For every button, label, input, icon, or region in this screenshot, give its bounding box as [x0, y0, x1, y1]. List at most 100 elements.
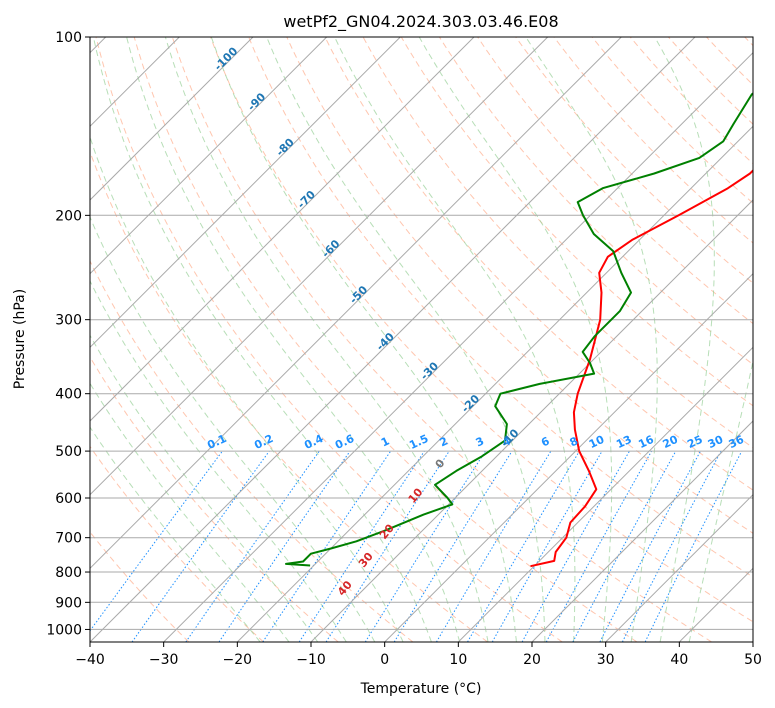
moist-adiabat	[525, 37, 658, 642]
x-tick-label: 30	[597, 652, 615, 668]
isotherm	[90, 37, 328, 275]
dry-adiabat	[90, 150, 488, 642]
y-tick-label: 100	[55, 30, 82, 46]
temperature-profile	[530, 169, 753, 568]
mixing-ratio-label: 25	[685, 433, 704, 451]
mixing-ratio-line	[435, 450, 552, 642]
isotherm	[163, 51, 753, 642]
mixing-ratio-label: 30	[706, 433, 726, 451]
isotherm	[457, 346, 753, 642]
y-tick-label: 500	[55, 444, 82, 460]
dry-adiabat-label: -70	[295, 188, 318, 211]
isotherm	[90, 37, 401, 349]
mixing-ratio-label: 0.4	[302, 432, 325, 452]
mixing-ratio-line	[90, 450, 223, 632]
mixing-ratio-label: 1.5	[407, 432, 430, 452]
moist-adiabat	[164, 37, 489, 642]
dry-adiabat	[668, 37, 753, 125]
mixing-ratio-label: 0.6	[333, 432, 356, 452]
chart-title: wetPf2_GN04.2024.303.03.46.E08	[283, 12, 558, 32]
mixing-ratio-line	[644, 450, 743, 642]
moist-adiabat	[266, 37, 546, 642]
moist-adiabat	[418, 37, 613, 642]
dry-adiabat	[553, 37, 753, 244]
isotherm	[531, 420, 753, 642]
moist-adiabat-label: 0	[433, 456, 448, 470]
y-tick-label: 700	[55, 531, 82, 547]
moist-adiabat	[654, 37, 715, 642]
mixing-ratio-line	[599, 450, 701, 642]
y-tick-label: 600	[55, 491, 82, 507]
y-tick-label: 800	[55, 565, 82, 581]
y-tick-label: 1000	[46, 622, 82, 638]
isotherm	[678, 567, 753, 642]
dry-adiabat-label: -90	[245, 90, 268, 113]
moist-adiabat	[126, 37, 461, 642]
dry-adiabat	[248, 37, 753, 578]
moist-adiabat	[90, 135, 404, 642]
isotherm	[310, 199, 753, 642]
dry-adiabat-label: -50	[347, 283, 370, 306]
dry-adiabat-label: -60	[319, 237, 342, 260]
isotherm	[90, 37, 254, 201]
moist-adiabat-label: 30	[356, 550, 376, 570]
moist-adiabat	[90, 215, 376, 642]
dry-adiabat	[591, 37, 753, 204]
dry-adiabat	[324, 37, 753, 491]
mixing-ratio-label: 2	[438, 434, 450, 449]
mixing-ratio-label: 13	[614, 433, 633, 451]
mixing-ratio-label: 3	[474, 434, 486, 449]
dry-adiabat-label: -80	[274, 135, 297, 158]
mixing-ratio-line	[621, 450, 722, 642]
isotherm	[752, 641, 753, 642]
x-tick-label: 50	[744, 652, 762, 668]
y-tick-label: 900	[55, 595, 82, 611]
mixing-ratio-line	[364, 450, 486, 642]
x-tick-label: −20	[223, 652, 253, 668]
isotherm	[90, 37, 696, 642]
mixing-ratio-label: 16	[636, 433, 656, 451]
isotherm	[90, 37, 549, 496]
mixing-ratio-line	[325, 450, 450, 642]
x-axis-label: Temperature (°C)	[360, 681, 482, 697]
dry-adiabat-label: -20	[459, 392, 482, 415]
isotherm	[90, 37, 475, 422]
moist-adiabat	[90, 426, 261, 642]
mixing-ratio-line	[298, 450, 425, 642]
mixing-ratio-label: 20	[661, 433, 681, 451]
x-tick-label: 40	[670, 652, 688, 668]
y-axis-label: Pressure (hPa)	[12, 289, 28, 389]
mixing-ratio-line	[521, 450, 630, 642]
dry-adiabat	[744, 37, 753, 47]
mixing-ratio-line	[545, 450, 653, 642]
moist-adiabat-label: 10	[406, 485, 426, 505]
dry-adiabat	[90, 259, 414, 642]
mixing-ratio-label: 6	[539, 434, 552, 449]
mixing-ratio-line	[393, 450, 513, 642]
mixing-ratio-line	[185, 450, 320, 642]
mixing-ratio-label: 36	[727, 433, 747, 451]
dry-adiabat-label: -40	[374, 330, 397, 353]
isotherm	[384, 272, 753, 642]
dry-adiabat	[210, 37, 753, 623]
y-tick-label: 200	[55, 208, 82, 224]
dry-adiabat	[90, 531, 190, 642]
moist-adiabat	[90, 334, 319, 642]
isotherm	[605, 493, 753, 642]
dry-adiabat	[90, 356, 339, 642]
x-tick-label: 20	[523, 652, 541, 668]
dry-adiabat	[90, 445, 264, 642]
x-tick-label: 0	[380, 652, 389, 668]
mixing-ratio-line	[131, 450, 270, 642]
x-tick-label: 10	[449, 652, 467, 668]
moist-adiabat	[90, 382, 290, 642]
dry-adiabat	[706, 37, 753, 86]
y-tick-label: 400	[55, 387, 82, 403]
mixing-ratio-label: 1	[379, 434, 391, 449]
moist-adiabat-label: 40	[335, 578, 355, 598]
dry-adiabat	[95, 37, 563, 642]
isotherm	[236, 125, 753, 642]
mixing-ratio-label: 0.1	[205, 432, 228, 452]
isotherm	[90, 37, 622, 570]
moist-adiabat	[92, 37, 432, 642]
